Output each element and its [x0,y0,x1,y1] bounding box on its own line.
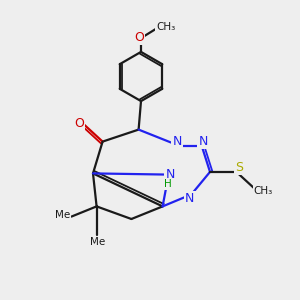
Text: CH₃: CH₃ [156,22,175,32]
Text: Me: Me [91,237,106,247]
Text: O: O [75,116,84,130]
Text: N: N [185,192,195,205]
Text: CH₃: CH₃ [254,185,273,196]
Text: H: H [164,179,172,189]
Text: S: S [236,161,243,174]
Text: Me: Me [55,210,70,220]
Text: N: N [165,168,175,181]
Text: O: O [135,31,144,44]
Text: N: N [198,135,208,148]
Text: N: N [172,135,182,148]
